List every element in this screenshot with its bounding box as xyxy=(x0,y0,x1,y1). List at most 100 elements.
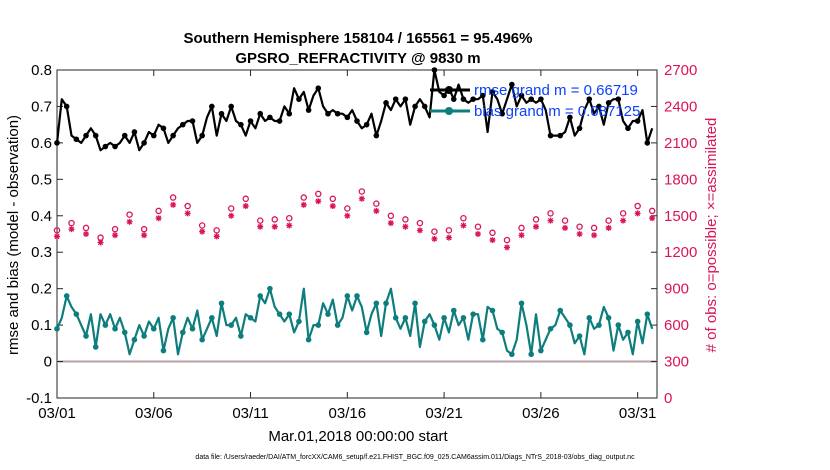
rmse-point xyxy=(392,96,399,102)
rmse-point xyxy=(112,143,118,150)
rmse-point xyxy=(83,132,89,139)
bias-point xyxy=(363,329,370,336)
rmse-point xyxy=(450,96,457,102)
rmse-point xyxy=(247,118,254,124)
obs-possible-point xyxy=(590,224,598,232)
obs-possible-point xyxy=(561,217,569,224)
bias-point xyxy=(567,322,573,328)
obs-possible-point xyxy=(489,229,496,237)
bias-point xyxy=(450,307,457,314)
rmse-point xyxy=(499,110,505,117)
y-left-tick-label: 0.7 xyxy=(31,98,52,115)
bias-point xyxy=(538,347,544,354)
plot-frame xyxy=(56,69,658,399)
rmse-point xyxy=(170,132,176,139)
rmse-point xyxy=(383,100,389,106)
bias-point xyxy=(518,300,525,307)
obs-possible-point xyxy=(82,224,90,232)
bias-point xyxy=(257,293,264,299)
obs-assimilated-point xyxy=(605,224,612,231)
obs-assimilated-point xyxy=(533,223,540,230)
bias-point xyxy=(112,325,118,332)
rmse-point xyxy=(218,110,225,117)
chart-title-line2: GPSRO_REFRACTIVITY @ 9830 m xyxy=(235,50,480,67)
obs-possible-point xyxy=(431,228,438,235)
obs-assimilated-point xyxy=(460,222,467,229)
bias-point xyxy=(150,325,157,332)
rmse-point xyxy=(470,96,476,102)
obs-possible-point xyxy=(474,223,482,230)
rmse-point xyxy=(276,118,283,124)
y-right-tick-label: 600 xyxy=(664,317,689,334)
rmse-point xyxy=(102,143,109,150)
x-tick-label: 03/21 xyxy=(425,405,463,422)
rmse-point xyxy=(460,96,467,102)
bias-point xyxy=(499,329,505,336)
bias-point xyxy=(615,322,622,328)
obs-possible-point xyxy=(648,207,656,215)
rmse-point xyxy=(92,132,99,139)
obs-assimilated-point xyxy=(141,232,148,239)
y-left-tick-label: 0.1 xyxy=(31,317,52,334)
bias-line xyxy=(55,287,654,356)
obs-assimilated-point xyxy=(155,215,162,222)
obs-possible-point xyxy=(358,188,366,195)
obs-assimilated-point xyxy=(242,203,249,210)
obs-possible-point xyxy=(155,207,162,215)
rmse-point xyxy=(596,103,602,110)
rmse-point xyxy=(605,100,612,106)
bias-point xyxy=(480,336,486,343)
x-tick-label: 03/11 xyxy=(232,405,268,422)
bias-point xyxy=(441,315,447,321)
rmse-point xyxy=(402,96,409,102)
bias-point xyxy=(286,311,293,317)
obs-possible-point xyxy=(416,219,424,227)
rmse-point xyxy=(431,67,438,73)
obs-assimilated-point xyxy=(83,231,90,237)
rmse-point xyxy=(267,114,273,121)
rmse-point xyxy=(441,92,447,99)
rmse-point xyxy=(547,132,554,139)
obs-assimilated-point xyxy=(170,201,177,208)
obs-assimilated-point xyxy=(387,220,394,227)
rmse-point xyxy=(209,103,215,110)
obs-assimilated-point xyxy=(344,212,351,219)
bias-point xyxy=(528,351,534,358)
legend-rmse-swatch-marker xyxy=(445,86,453,94)
bias-point xyxy=(509,351,515,358)
legend-bias-swatch-marker xyxy=(445,107,453,115)
obs-assimilated-point xyxy=(489,237,496,244)
obs-assimilated-point xyxy=(184,210,191,217)
y-right-tick-label: 2100 xyxy=(664,135,697,152)
bias-point xyxy=(73,311,80,317)
footnote: data file: /Users/raeder/DAI/ATM_forcXX/… xyxy=(195,454,635,461)
obs-possible-point xyxy=(402,216,409,223)
bias-point xyxy=(644,311,651,317)
y-right-tick-label: 0 xyxy=(664,390,672,407)
obs-assimilated-point xyxy=(634,210,641,217)
bias-point xyxy=(92,344,99,350)
rmse-point xyxy=(54,140,60,146)
bias-point xyxy=(325,311,331,317)
y-left-tick-label: -0.1 xyxy=(26,390,52,407)
bias-point xyxy=(634,318,641,325)
bias-point xyxy=(354,293,360,299)
bias-point xyxy=(180,329,186,336)
obs-possible-point xyxy=(213,227,220,234)
obs-possible-point xyxy=(111,225,119,233)
obs-possible-point xyxy=(387,212,395,220)
obs-possible-point xyxy=(242,195,249,203)
obs-assimilated-point xyxy=(271,223,278,230)
obs-assimilated-point xyxy=(620,217,627,224)
rmse-point xyxy=(63,103,70,110)
obs-possible-point xyxy=(329,195,337,203)
bias-point xyxy=(160,347,167,354)
bias-point xyxy=(625,329,631,336)
obs-possible-point xyxy=(576,223,583,230)
rmse-point xyxy=(644,140,651,146)
legend: rmse grand m = 0.66719 bias grand m = 0.… xyxy=(430,82,640,120)
bias-point xyxy=(209,315,215,321)
obs-possible-point xyxy=(184,202,191,210)
obs-assimilated-point xyxy=(315,198,322,205)
bias-point xyxy=(460,315,467,321)
